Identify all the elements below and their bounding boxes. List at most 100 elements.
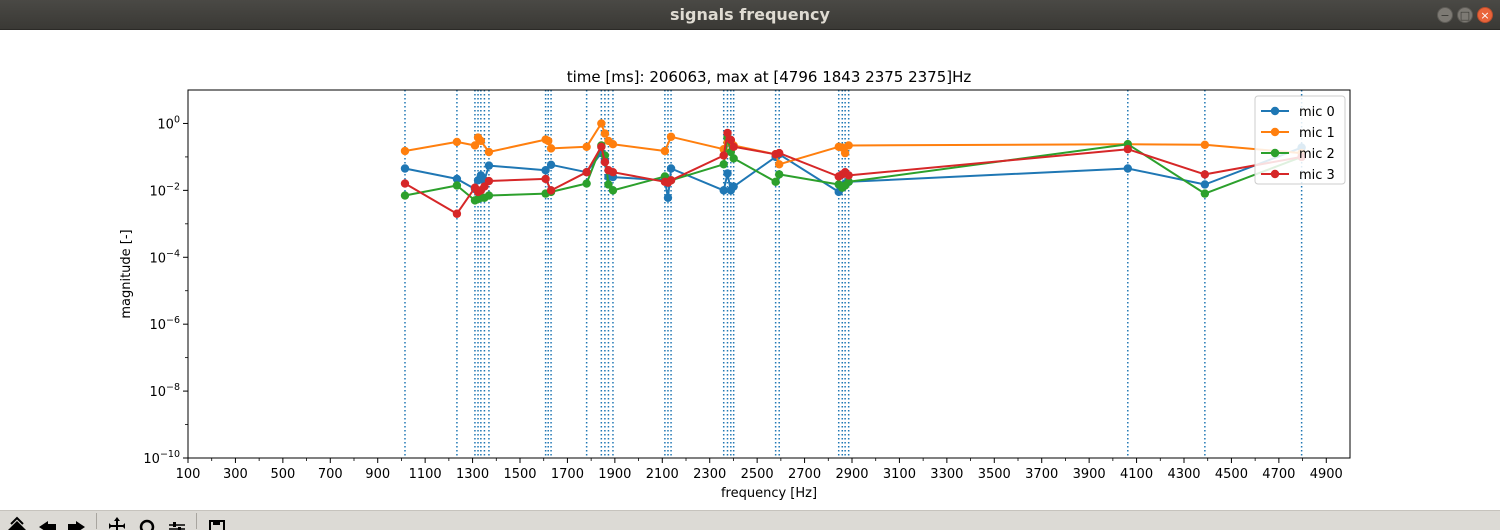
x-tick-label: 700: [318, 467, 343, 482]
y-tick-label: 10−8: [149, 382, 180, 400]
data-point: [470, 141, 480, 150]
save-icon[interactable]: [204, 513, 230, 530]
data-point: [774, 148, 784, 158]
toolbar-separator: [196, 513, 197, 529]
data-point: [729, 182, 738, 191]
legend-marker: [1270, 127, 1280, 137]
x-tick-label: 1100: [409, 467, 442, 482]
configure-subplots-icon[interactable]: [164, 513, 190, 530]
data-point: [484, 161, 494, 170]
chart-title: time [ms]: 206063, max at [4796 1843 237…: [567, 68, 972, 86]
data-point: [726, 135, 736, 145]
y-tick-label: 10−4: [149, 248, 180, 266]
x-tick-label: 1500: [503, 467, 536, 482]
x-tick-label: 1300: [456, 467, 489, 482]
data-point: [582, 179, 591, 188]
x-tick-label: 900: [365, 467, 390, 482]
data-point: [400, 164, 410, 173]
data-point: [660, 146, 670, 156]
data-point: [541, 166, 550, 175]
data-point: [608, 167, 618, 177]
data-point: [452, 181, 462, 190]
x-tick-label: 4900: [1310, 467, 1343, 482]
x-tick-label: 1700: [551, 467, 584, 482]
figure-canvas[interactable]: 100 300 500 700 900 1100 1300 1500 1700 1900 2100 2…: [0, 30, 1500, 510]
legend-label: mic 1: [1299, 126, 1335, 141]
zoom-icon[interactable]: [134, 513, 160, 530]
forward-icon[interactable]: [64, 513, 90, 530]
data-point: [541, 174, 550, 184]
x-tick-label: 500: [270, 467, 295, 482]
y-tick-label: 10−10: [143, 449, 180, 467]
x-tick-label: 3700: [1025, 467, 1058, 482]
x-tick-label: 4700: [1262, 467, 1295, 482]
data-point: [484, 176, 494, 186]
x-tick-label: 2500: [741, 467, 774, 482]
maximize-icon[interactable]: □: [1457, 7, 1473, 23]
series-line: [404, 122, 1302, 166]
data-point: [600, 129, 610, 138]
legend-marker: [1270, 148, 1280, 158]
data-series: [400, 119, 1306, 218]
data-point: [484, 147, 494, 157]
data-point: [597, 142, 606, 152]
data-point: [1123, 144, 1132, 154]
data-point: [774, 170, 784, 179]
x-tick-label: 2100: [646, 467, 679, 482]
data-point: [400, 146, 410, 156]
axes-frame: [187, 89, 1351, 459]
data-point: [729, 142, 738, 152]
y-tick-label: 10−6: [149, 315, 180, 333]
data-point: [582, 142, 591, 152]
pan-icon[interactable]: [104, 513, 130, 530]
x-tick-label: 3300: [930, 467, 963, 482]
data-point: [771, 177, 780, 187]
series-line: [404, 146, 1302, 199]
data-point: [546, 160, 556, 170]
data-point: [476, 136, 486, 146]
legend-box: [1254, 95, 1346, 185]
minimize-icon[interactable]: −: [1437, 7, 1453, 23]
data-point: [844, 171, 853, 180]
y-tick-label: 10−2: [149, 181, 180, 199]
x-axis-label: frequency [Hz]: [721, 486, 817, 501]
x-tick-label: 2300: [693, 467, 726, 482]
x-tick-label: 4500: [1215, 467, 1248, 482]
data-point: [484, 191, 494, 200]
data-point: [1123, 164, 1132, 173]
data-point: [452, 137, 462, 147]
data-point: [666, 176, 676, 185]
x-tick-label: 3100: [883, 467, 916, 482]
data-point: [1200, 189, 1210, 198]
y-tick-label: 100: [157, 114, 180, 132]
data-point: [1200, 180, 1210, 189]
window-title: signals frequency: [670, 5, 830, 24]
data-point: [452, 174, 462, 184]
data-point: [608, 186, 618, 195]
data-point: [729, 154, 738, 163]
window-titlebar[interactable]: signals frequency − □ ×: [0, 0, 1500, 30]
navigation-toolbar: [0, 510, 1500, 530]
x-tick-label: 3900: [1073, 467, 1106, 482]
data-point: [1200, 140, 1210, 150]
data-point: [723, 169, 732, 178]
home-icon[interactable]: [4, 513, 30, 530]
y-axis-ticks: 100 10−2 10−4 10−6 10−8 10−10: [143, 114, 188, 467]
data-point: [546, 144, 556, 153]
data-point: [844, 141, 853, 150]
data-point: [608, 139, 618, 149]
chart: 100 300 500 700 900 1100 1300 1500 1700 1900 2100 2…: [119, 68, 1351, 501]
x-tick-label: 300: [223, 467, 248, 482]
legend-label: mic 2: [1299, 147, 1335, 162]
back-icon[interactable]: [34, 513, 60, 530]
data-point: [666, 164, 676, 173]
data-point: [544, 136, 553, 146]
data-point: [400, 191, 410, 200]
data-point: [663, 193, 673, 202]
series-mic-3: [400, 128, 1306, 218]
data-point: [666, 132, 676, 141]
legend-label: mic 3: [1299, 168, 1335, 183]
data-point: [723, 128, 732, 138]
close-icon[interactable]: ×: [1477, 7, 1493, 23]
data-point: [604, 180, 613, 189]
